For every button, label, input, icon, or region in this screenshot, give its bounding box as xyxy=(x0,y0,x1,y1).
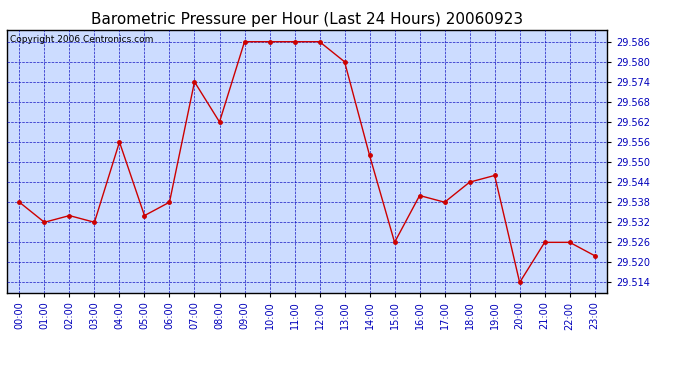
Text: Copyright 2006 Centronics.com: Copyright 2006 Centronics.com xyxy=(10,35,153,44)
Title: Barometric Pressure per Hour (Last 24 Hours) 20060923: Barometric Pressure per Hour (Last 24 Ho… xyxy=(91,12,523,27)
